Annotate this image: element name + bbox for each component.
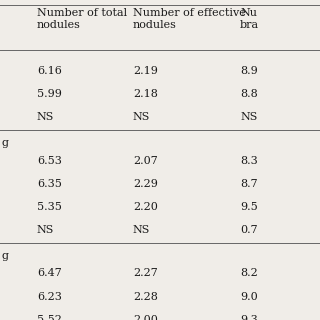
Text: 2.29: 2.29 — [133, 179, 158, 188]
Text: 2.00: 2.00 — [133, 315, 158, 320]
Text: 8.8: 8.8 — [240, 89, 258, 99]
Text: 5.99: 5.99 — [37, 89, 62, 99]
Text: 8.3: 8.3 — [240, 156, 258, 165]
Text: 6.53: 6.53 — [37, 156, 62, 165]
Text: NS: NS — [240, 112, 257, 122]
Text: 2.20: 2.20 — [133, 202, 158, 212]
Text: 8.7: 8.7 — [240, 179, 258, 188]
Text: 2.19: 2.19 — [133, 66, 158, 76]
Text: 6.16: 6.16 — [37, 66, 62, 76]
Text: 0.7: 0.7 — [240, 225, 258, 235]
Text: 5.35: 5.35 — [37, 202, 62, 212]
Text: 8.9: 8.9 — [240, 66, 258, 76]
Text: NS: NS — [133, 112, 150, 122]
Text: 9.3: 9.3 — [240, 315, 258, 320]
Text: NS: NS — [37, 225, 54, 235]
Text: NS: NS — [37, 112, 54, 122]
Text: NS: NS — [133, 225, 150, 235]
Text: g: g — [2, 138, 9, 148]
Text: 2.07: 2.07 — [133, 156, 157, 165]
Text: 5.52: 5.52 — [37, 315, 62, 320]
Text: Nu
bra: Nu bra — [240, 8, 259, 30]
Text: 2.18: 2.18 — [133, 89, 158, 99]
Text: 6.23: 6.23 — [37, 292, 62, 301]
Text: 9.0: 9.0 — [240, 292, 258, 301]
Text: 8.2: 8.2 — [240, 268, 258, 278]
Text: 2.27: 2.27 — [133, 268, 157, 278]
Text: 2.28: 2.28 — [133, 292, 158, 301]
Text: g: g — [2, 251, 9, 261]
Text: 6.35: 6.35 — [37, 179, 62, 188]
Text: Number of effective
nodules: Number of effective nodules — [133, 8, 245, 30]
Text: Number of total
nodules: Number of total nodules — [37, 8, 127, 30]
Text: 6.47: 6.47 — [37, 268, 61, 278]
Text: 9.5: 9.5 — [240, 202, 258, 212]
